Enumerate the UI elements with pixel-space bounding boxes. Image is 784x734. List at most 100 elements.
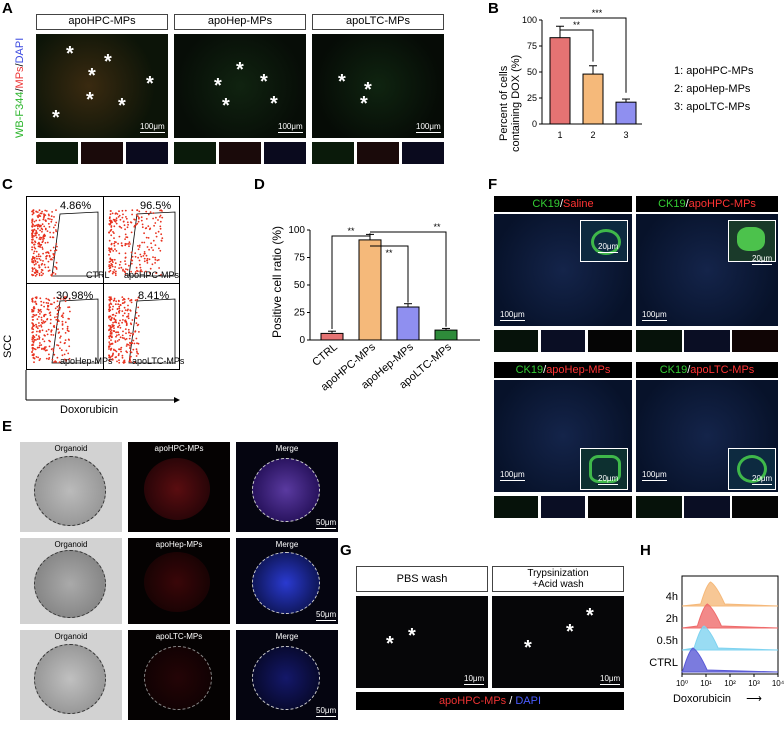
flow-event: [114, 349, 117, 352]
flow-event: [114, 340, 117, 342]
flow-event: [109, 356, 111, 359]
flow-event: [55, 249, 58, 252]
flow-event: [137, 352, 139, 355]
flow-event: [121, 334, 124, 337]
panel-d-ylabel: Positive cell ratio (%): [270, 225, 284, 338]
flow-event: [130, 270, 132, 273]
flow-event: [109, 330, 112, 333]
bar: [615, 101, 637, 125]
flow-event: [150, 246, 153, 249]
flow-event: [31, 223, 34, 225]
flow-pct: 8.41%: [138, 290, 170, 302]
flow-event: [141, 241, 143, 244]
flow-event: [115, 312, 118, 314]
flow-event: [135, 266, 138, 269]
flow-event: [52, 350, 55, 352]
flow-event: [161, 216, 164, 219]
flow-event: [40, 324, 42, 327]
flow-event: [137, 306, 140, 309]
flow-event: [56, 316, 58, 318]
y-tick-label: 100: [288, 225, 305, 236]
flow-event: [118, 305, 121, 308]
flow-event: [49, 322, 52, 325]
flow-event: [55, 230, 58, 233]
treatment: apoLTC-MPs: [690, 364, 755, 376]
flow-event: [109, 222, 112, 225]
flow-event: [53, 297, 56, 299]
star-marker: *: [338, 71, 346, 93]
flow-event: [51, 258, 53, 261]
flow-event: [122, 299, 124, 301]
flow-event: [31, 210, 33, 213]
flow-event: [31, 270, 34, 272]
flow-event: [42, 252, 44, 255]
flow-event: [54, 307, 57, 310]
flow-event: [31, 218, 34, 221]
flow-event: [109, 258, 112, 260]
sig-label: ***: [592, 8, 603, 18]
flow-event: [154, 222, 157, 224]
flow-event: [134, 255, 137, 258]
flow-event: [45, 210, 48, 212]
flow-event: [37, 227, 39, 230]
flow-event: [134, 299, 137, 302]
flow-event: [50, 330, 53, 333]
scale-bar: 50μm: [316, 610, 337, 621]
flow-event: [136, 209, 138, 212]
bar: [320, 332, 344, 341]
flow-event: [116, 213, 119, 215]
flow-event: [33, 307, 35, 310]
flow-event: [150, 242, 152, 245]
flow-event: [32, 268, 34, 271]
flow-event: [130, 351, 133, 354]
channel-strip-green: [174, 142, 216, 164]
scale-bar-small: 20μm: [752, 474, 773, 485]
flow-event: [54, 273, 57, 275]
flow-event: [39, 215, 42, 217]
flow-event: [42, 320, 45, 322]
flow-event: [33, 271, 36, 274]
flow-event: [34, 348, 37, 351]
flow-event: [31, 301, 34, 303]
flow-event: [124, 242, 127, 245]
flow-event: [124, 309, 127, 311]
flow-event: [114, 266, 117, 268]
scale-bar-big: 100μm: [642, 470, 667, 481]
mp-label: apoHep-MPs: [155, 540, 203, 549]
flow-event: [146, 257, 149, 260]
merge-image: Merge 50μm: [236, 442, 338, 532]
flow-event: [127, 328, 130, 331]
ylabel-line: Percent of cells: [498, 65, 510, 141]
flow-event: [109, 213, 112, 216]
flow-event: [35, 255, 38, 258]
flow-event: [49, 231, 51, 234]
flow-event: [138, 259, 141, 262]
flow-event: [122, 268, 124, 271]
bar: [434, 329, 458, 341]
flow-event: [38, 243, 41, 245]
flow-event: [43, 314, 45, 317]
flow-event: [55, 209, 57, 211]
star-marker: *: [408, 625, 416, 647]
flow-event: [113, 242, 116, 245]
flow-event: [121, 337, 124, 339]
flow-event: [37, 242, 39, 245]
flow-event: [109, 210, 112, 212]
flow-event: [38, 264, 40, 267]
flow-event: [123, 312, 126, 315]
flow-event: [126, 343, 128, 346]
flow-event: [125, 268, 127, 270]
ylabel-sep: /: [14, 88, 26, 92]
flow-event: [61, 354, 64, 357]
flow-event: [40, 224, 42, 227]
flow-event: [111, 259, 114, 262]
flow-event: [131, 209, 134, 212]
flow-event: [116, 331, 118, 333]
flow-event: [111, 265, 114, 268]
flow-event: [43, 305, 45, 308]
flow-event: [125, 216, 127, 218]
flow-event: [115, 300, 118, 303]
flow-event: [112, 271, 114, 273]
flow-event: [64, 321, 67, 324]
flow-event: [51, 273, 54, 275]
